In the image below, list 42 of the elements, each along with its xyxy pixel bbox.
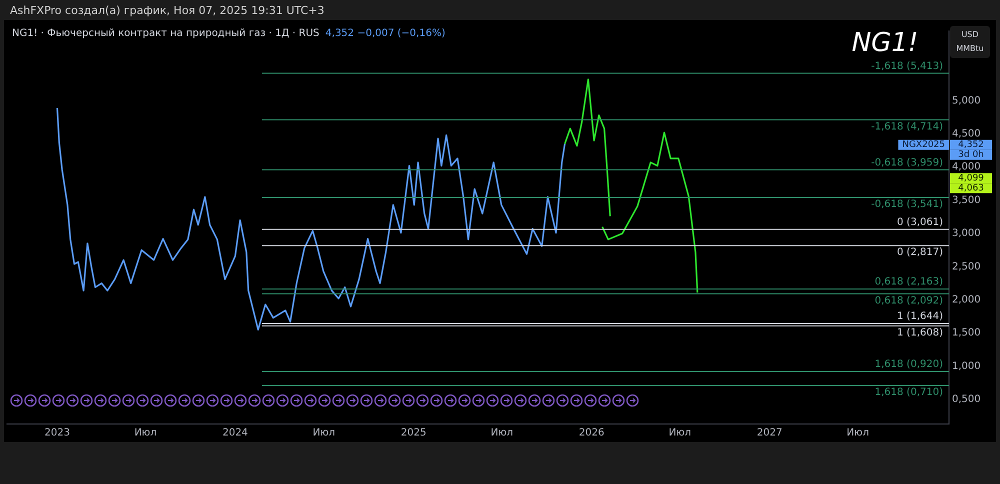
x-tick-label: 2026	[578, 428, 604, 439]
ref-line-label: 1,618 (0,710)	[874, 387, 944, 398]
ref-line-label: 1,618 (0,920)	[874, 359, 944, 370]
x-tick-label: Июл	[312, 428, 336, 439]
x-tick-label: Июл	[668, 428, 692, 439]
y-tick-label: 3,500	[952, 194, 981, 206]
text: 4,099	[958, 173, 984, 184]
y-tick-label: 0,500	[952, 394, 981, 406]
y-tick-label: 3,000	[952, 228, 981, 240]
y-tick-label: 1,500	[952, 328, 981, 339]
text: 4,352	[958, 140, 984, 150]
text: 3d 0h	[958, 150, 984, 160]
y-tick-label: 4,000	[952, 162, 981, 173]
x-tick-label: Июл	[846, 428, 869, 439]
x-tick-label: 2027	[756, 428, 782, 439]
x-tick-label: Июл	[134, 428, 157, 439]
y-tick-label: 2,500	[952, 261, 981, 272]
y-tick-label: 5,000	[952, 95, 981, 106]
x-tick-label: 2023	[44, 428, 70, 439]
ref-line-label: -1,618 (5,413)	[871, 60, 944, 72]
ref-line-label: -0,618 (3,959)	[871, 157, 944, 168]
text: 4,063	[958, 183, 984, 194]
y-tick-label: 2,000	[952, 294, 981, 306]
chart-subtitle: 4,352 −0,007 (−0,16%)	[325, 28, 446, 39]
x-tick-label: Июл	[490, 428, 514, 439]
ref-line-label: 0,618 (2,163)	[874, 276, 944, 288]
chart-title: NG1! · Фьючерсный контракт на природный газ · 1Д · RUS	[12, 28, 320, 39]
x-tick-label: 2025	[400, 428, 426, 439]
annotation: NGX2025	[902, 140, 945, 150]
ref-line-label: 0 (2,817)	[897, 247, 944, 258]
ref-line-label: 0,618 (2,092)	[874, 295, 944, 306]
x-tick-label: 2024	[222, 428, 248, 439]
y-tick-label: 1,000	[952, 360, 981, 372]
ref-line-label: -0,618 (3,541)	[871, 199, 944, 210]
ref-line-label: 0 (3,061)	[897, 217, 944, 228]
ref-line-label: 1 (1,644)	[897, 311, 944, 322]
y-axis-title: USD MMBtu	[950, 26, 990, 58]
ref-line-label: 1 (1,608)	[897, 327, 944, 338]
ref-line-label: -1,618 (4,714)	[871, 121, 944, 132]
annotation: NG1!	[850, 28, 920, 58]
y-tick-label: 4,500	[952, 128, 981, 140]
text: AshFXPro создал(а) график, Ноя 07, 2025 19:31 UTC+3	[10, 4, 324, 17]
